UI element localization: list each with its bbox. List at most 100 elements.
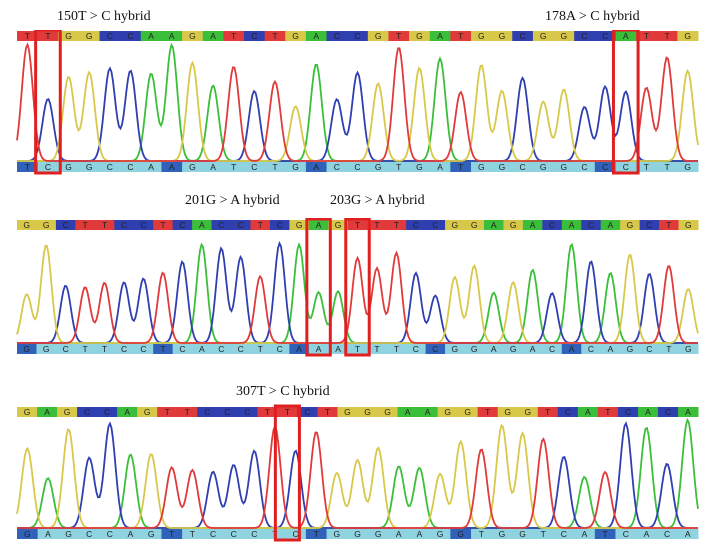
top-base-letter: G [335,220,342,230]
bottom-base-cell [78,162,101,172]
bottom-base-letter: T [394,344,399,354]
bottom-base-letter: G [561,162,568,172]
top-base-letter: A [316,220,322,230]
bottom-base-cell [140,529,162,539]
bottom-base-letter: G [354,529,361,539]
top-base-cell [172,220,193,230]
top-base-cell [347,31,369,41]
top-base-letter: T [325,407,330,417]
top-base-cell [388,31,410,41]
bottom-base-letter: A [199,344,205,354]
bottom-base-cell [636,529,658,539]
top-base-letter: G [375,31,382,41]
top-base-letter: C [121,220,127,230]
bottom-base-letter: T [25,162,30,172]
bottom-base-cell [388,162,410,172]
bottom-base-letter: A [530,344,536,354]
bottom-base-cell [615,529,637,539]
top-base-letter: A [124,407,130,417]
top-base-letter: G [464,407,471,417]
bottom-base-letter: G [65,529,72,539]
top-base-cell [600,220,621,230]
top-base-cell [117,407,138,417]
bottom-base-cell [114,344,135,354]
top-base-cell [537,407,559,417]
top-base-cell [437,407,459,417]
bottom-base-letter: G [334,529,341,539]
top-base-cell [211,220,232,230]
trace-c [17,66,698,162]
top-base-letter: A [685,407,691,417]
top-base-letter: A [585,407,591,417]
bottom-base-letter: C [107,529,113,539]
top-base-letter: T [666,220,671,230]
top-base-cell [659,220,680,230]
bottom-base-letter: G [24,529,31,539]
bottom-base-letter: T [102,344,107,354]
bottom-base-cell [367,162,389,172]
top-base-cell [337,407,358,417]
top-base-letter: C [63,220,69,230]
top-base-cell [182,31,204,41]
bottom-base-cell [367,344,388,354]
top-base-letter: T [231,31,236,41]
bottom-base-cell [347,529,369,539]
top-base-letter: C [104,407,110,417]
top-base-letter: T [82,220,87,230]
bottom-base-cell [594,529,616,539]
top-base-cell [615,31,637,41]
top-base-cell [429,31,451,41]
top-base-letter: G [451,220,458,230]
bottom-base-letter: C [140,344,146,354]
bottom-base-letter: G [86,162,93,172]
top-base-letter: A [210,31,216,41]
top-base-letter: T [664,31,669,41]
bottom-base-cell [574,529,596,539]
top-base-cell [450,31,472,41]
top-base-letter: T [25,31,30,41]
top-base-cell [406,220,427,230]
bottom-base-cell [636,162,658,172]
bottom-base-letter: G [65,162,72,172]
top-base-cell [114,220,135,230]
bottom-base-cell [620,344,641,354]
top-base-cell [202,31,224,41]
top-base-letter: C [520,31,526,41]
chromatogram-panel-3: G A G C C A G T T C C C T T C T G G G A A G G T G G T C A T C A C A G A G C C A… [16,404,699,542]
bottom-base-cell [58,529,80,539]
top-base-letter: G [292,31,299,41]
bottom-base-cell [120,529,142,539]
top-base-cell [561,220,582,230]
bottom-base-letter: C [623,162,629,172]
top-base-letter: C [140,220,146,230]
chromatogram-panel-1: T T G G C C A A G A T C T G A C C G T G A T G G C G G C C A T T G T C G G C C A… [16,30,699,175]
annotation-label-307: 307T > C hybrid [236,384,330,399]
top-base-letter: G [64,407,71,417]
top-base-cell [483,220,504,230]
top-base-cell [97,407,118,417]
bottom-base-cell [542,344,563,354]
bottom-base-cell [367,529,389,539]
top-base-cell [471,31,493,41]
top-base-letter: G [189,31,196,41]
top-base-cell [197,407,218,417]
top-base-cell [78,31,101,41]
top-base-letter: G [478,31,485,41]
top-base-letter: C [588,220,594,230]
bottom-base-letter: A [582,529,588,539]
top-base-cell [37,31,59,41]
bottom-base-letter: C [218,344,224,354]
bottom-base-cell [17,162,39,172]
top-base-letter: C [354,31,360,41]
top-base-cell [264,31,286,41]
bottom-base-cell [140,162,162,172]
top-base-cell [223,31,245,41]
top-base-letter: G [499,31,506,41]
top-base-cell [308,220,329,230]
bottom-base-cell [153,344,174,354]
top-base-letter: A [425,407,431,417]
top-base-cell [17,31,39,41]
top-base-letter: G [685,220,692,230]
top-base-letter: T [394,220,399,230]
bottom-base-cell [615,162,637,172]
